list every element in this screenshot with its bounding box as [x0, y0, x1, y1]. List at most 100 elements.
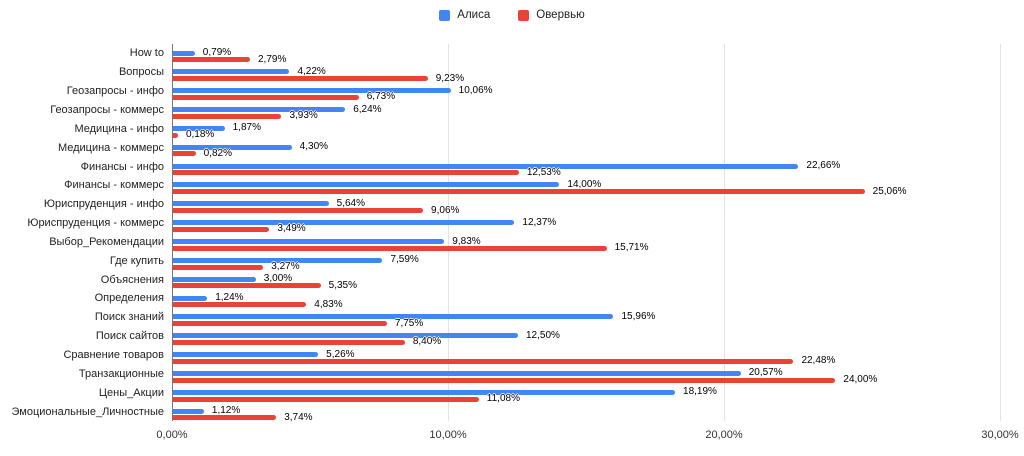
category-label: Финансы - инфо	[80, 160, 164, 173]
category-label: Эмоциональные_Личностные	[11, 405, 164, 418]
bar-alisa	[173, 69, 290, 75]
bar-alisa	[173, 239, 445, 244]
bar-alisa	[173, 163, 799, 169]
bar-alisa	[173, 314, 614, 320]
category-label: Выбор_Рекомендации	[49, 235, 164, 248]
value-label-alisa: 4,22%	[297, 65, 326, 77]
bar-alisa	[173, 107, 346, 113]
value-label-overview: 5,35%	[328, 279, 358, 291]
value-label-alisa: 7,59%	[390, 254, 419, 266]
value-label-overview: 6,73%	[366, 91, 396, 103]
bar-overview	[173, 170, 519, 176]
value-label-alisa: 22,66%	[806, 160, 841, 172]
bar-overview	[173, 113, 282, 119]
category-label: Юриспруденция - инфо	[43, 198, 164, 211]
value-label-alisa: 15,96%	[621, 310, 656, 322]
value-label-overview: 25,06%	[872, 185, 907, 197]
value-label-alisa: 1,12%	[211, 405, 241, 417]
bar-overview	[173, 377, 836, 383]
bar-alisa	[173, 182, 560, 188]
category-label: Определения	[94, 292, 164, 305]
legend-item-overview[interactable]: Овервью	[518, 9, 585, 21]
value-label-overview: 2,79%	[258, 53, 287, 65]
value-label-overview: 3,74%	[284, 411, 313, 423]
bar-overview	[173, 151, 196, 157]
category-label: Юриспруденция - коммерс	[27, 217, 164, 230]
bar-alisa	[173, 201, 329, 207]
bar-overview	[173, 226, 270, 232]
category-label: Медицина - инфо	[74, 122, 164, 135]
bar-alisa	[173, 408, 204, 414]
bar-overview	[173, 339, 405, 345]
bar-alisa	[173, 276, 256, 282]
x-axis-tick-label: 0,00%	[156, 429, 188, 441]
value-label-alisa: 4,30%	[299, 141, 329, 153]
category-label: Геозапросы - коммерс	[50, 103, 164, 116]
value-label-alisa: 20,57%	[748, 367, 783, 379]
value-label-alisa: 10,06%	[458, 84, 493, 96]
bar-alisa	[173, 295, 208, 301]
value-label-alisa: 5,26%	[326, 348, 355, 360]
bar-overview	[173, 358, 794, 364]
value-label-overview: 22,48%	[801, 355, 836, 367]
category-label: Поиск сайтов	[95, 330, 164, 343]
value-label-alisa: 12,50%	[526, 329, 560, 341]
value-label-alisa: 6,24%	[353, 103, 382, 115]
category-label: Транзакционные	[78, 367, 164, 380]
bar-overview	[173, 76, 428, 82]
legend: Алиса Овервью	[0, 9, 1024, 21]
value-label-alisa: 0,79%	[202, 47, 232, 58]
legend-label: Овервью	[536, 9, 585, 21]
value-label-alisa: 12,37%	[522, 216, 557, 228]
value-label-alisa: 9,83%	[452, 235, 481, 247]
value-label-alisa: 14,00%	[567, 178, 602, 190]
bar-overview	[173, 264, 264, 270]
category-label: Объяснения	[100, 273, 164, 286]
legend-item-alisa[interactable]: Алиса	[439, 9, 490, 21]
bar-overview	[173, 321, 387, 327]
value-label-overview: 12,53%	[526, 166, 561, 178]
value-label-alisa: 3,00%	[263, 273, 293, 285]
bar-overview	[173, 94, 359, 100]
bar-alisa	[173, 125, 225, 131]
gridline	[1000, 44, 1001, 421]
value-label-alisa: 1,24%	[215, 292, 244, 304]
category-label: Финансы - коммерс	[64, 179, 164, 192]
bar-overview	[173, 132, 178, 138]
bar-alisa	[173, 144, 292, 150]
value-label-overview: 0,82%	[203, 147, 232, 159]
bar-alisa	[173, 389, 676, 395]
category-label: Вопросы	[118, 66, 164, 79]
value-label-overview: 4,83%	[314, 298, 343, 310]
bar-alisa	[173, 370, 741, 376]
gridline	[448, 44, 449, 421]
legend-label: Алиса	[457, 9, 491, 21]
category-label: Геозапросы - инфо	[66, 85, 164, 98]
value-label-alisa: 18,19%	[683, 386, 717, 398]
value-label-overview: 9,06%	[431, 204, 460, 216]
category-label: Медицина - коммерс	[57, 141, 164, 154]
value-label-alisa: 1,87%	[232, 122, 261, 134]
category-label: Поиск знаний	[94, 311, 164, 324]
x-axis-tick-label: 20,00%	[705, 429, 743, 441]
legend-swatch-icon	[518, 9, 530, 21]
x-axis-tick-label: 30,00%	[981, 429, 1019, 441]
value-label-overview: 3,27%	[271, 261, 300, 273]
bar-overview	[173, 189, 865, 195]
value-label-overview: 3,93%	[289, 110, 318, 122]
bar-overview	[173, 396, 479, 402]
bar-overview	[173, 283, 321, 289]
bar-alisa	[173, 333, 518, 339]
value-label-overview: 3,49%	[277, 223, 306, 235]
value-label-overview: 9,23%	[435, 72, 465, 84]
value-label-alisa: 5,64%	[336, 197, 366, 209]
x-axis-tick-label: 10,00%	[429, 429, 467, 441]
bar-alisa	[173, 50, 195, 56]
legend-swatch-icon	[439, 9, 451, 21]
bar-alisa	[173, 220, 515, 226]
category-label: Цены_Акции	[98, 386, 164, 399]
bar-alisa	[173, 257, 383, 263]
value-label-overview: 7,75%	[394, 317, 424, 329]
value-label-overview: 0,18%	[185, 129, 215, 141]
